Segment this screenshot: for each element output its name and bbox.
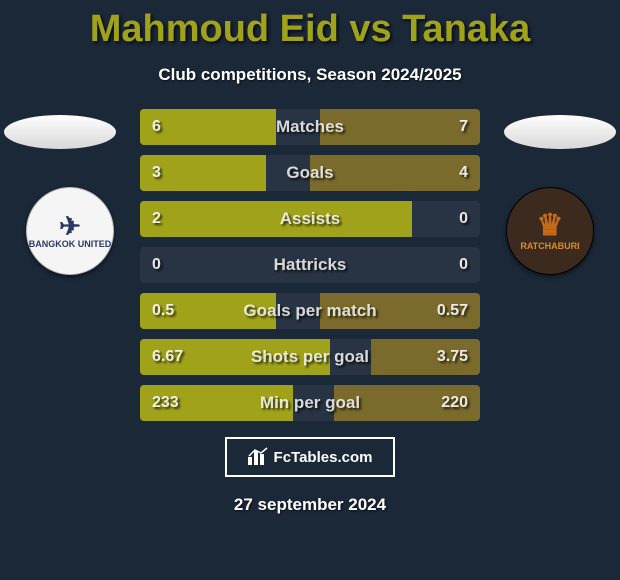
stat-bar-left bbox=[140, 385, 293, 421]
stat-bars-container: Matches67Goals34Assists20Hattricks00Goal… bbox=[140, 109, 480, 431]
stat-value-right: 0 bbox=[459, 201, 468, 237]
stat-row: Goals34 bbox=[140, 155, 480, 191]
comparison-title: Mahmoud Eid vs Tanaka bbox=[0, 0, 620, 51]
stat-row: Goals per match0.50.57 bbox=[140, 293, 480, 329]
stat-row: Matches67 bbox=[140, 109, 480, 145]
stat-value-left: 0 bbox=[152, 247, 161, 283]
brand-footer-box: FcTables.com bbox=[225, 437, 395, 477]
wings-icon: ✈ bbox=[59, 213, 81, 239]
left-team-badge: ✈ BANGKOK UNITED bbox=[26, 187, 114, 275]
stat-bar-right bbox=[320, 293, 480, 329]
comparison-date: 27 september 2024 bbox=[0, 495, 620, 515]
stat-label: Hattricks bbox=[140, 247, 480, 283]
right-team-badge: ♛ RATCHABURI bbox=[506, 187, 594, 275]
brand-text: FcTables.com bbox=[274, 449, 373, 466]
stat-row: Min per goal233220 bbox=[140, 385, 480, 421]
left-team-badge-text: BANGKOK UNITED bbox=[29, 239, 112, 249]
stat-bar-left bbox=[140, 109, 276, 145]
stat-row: Shots per goal6.673.75 bbox=[140, 339, 480, 375]
lion-icon: ♛ bbox=[537, 211, 564, 241]
stat-bar-right bbox=[310, 155, 480, 191]
stat-bar-left bbox=[140, 293, 276, 329]
stat-bar-left bbox=[140, 201, 412, 237]
left-pedestal-ellipse bbox=[4, 115, 116, 149]
stat-bar-right bbox=[371, 339, 480, 375]
right-team-badge-text: RATCHABURI bbox=[520, 241, 579, 251]
stat-row: Assists20 bbox=[140, 201, 480, 237]
stat-row: Hattricks0 0 bbox=[140, 247, 480, 283]
comparison-stage: ✈ BANGKOK UNITED ♛ RATCHABURI Matches67 G… bbox=[0, 109, 620, 419]
stat-bar-left bbox=[140, 155, 266, 191]
comparison-subtitle: Club competitions, Season 2024/2025 bbox=[0, 65, 620, 85]
stat-bar-right bbox=[334, 385, 480, 421]
right-pedestal-ellipse bbox=[504, 115, 616, 149]
stat-bar-right bbox=[320, 109, 480, 145]
bar-chart-icon bbox=[248, 447, 268, 468]
stat-value-right: 0 bbox=[459, 247, 468, 283]
stat-bar-left bbox=[140, 339, 330, 375]
